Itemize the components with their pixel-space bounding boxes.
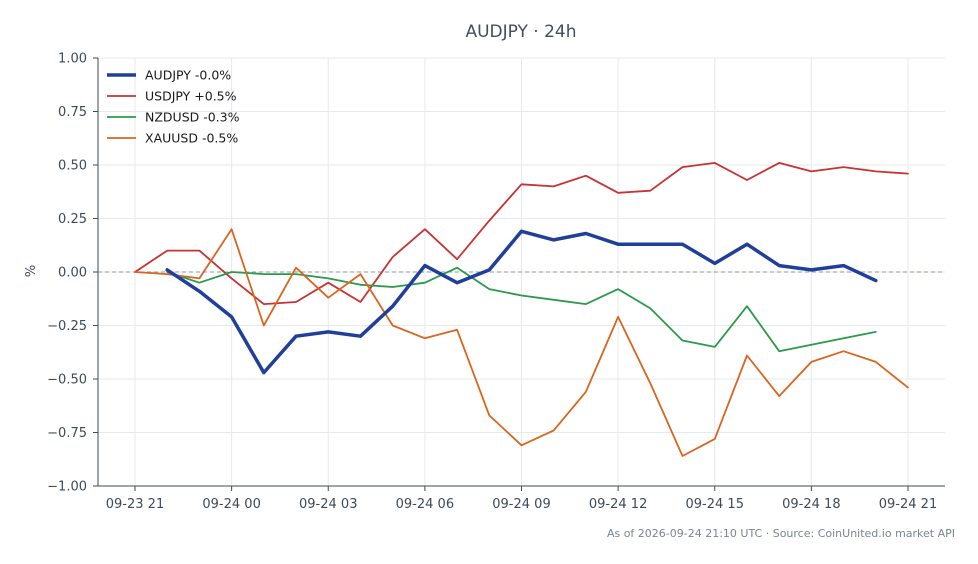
x-tick-label: 09-24 12 [589, 497, 647, 512]
x-tick-label: 09-24 03 [299, 497, 357, 512]
y-tick-label: −1.00 [47, 480, 87, 495]
chart-title: AUDJPY · 24h [465, 22, 576, 42]
legend-label: USDJPY +0.5% [145, 89, 237, 104]
legend: AUDJPY -0.0% USDJPY +0.5% NZDUSD -0.3% XAUU… [107, 68, 240, 146]
series-line-1 [134, 161, 909, 306]
x-tick-label: 09-24 06 [396, 497, 454, 512]
y-tick-label: −0.25 [47, 319, 87, 334]
y-tick-label: 0.25 [58, 212, 87, 227]
x-tick-label: 09-24 21 [879, 497, 937, 512]
y-tick-label: 0.75 [58, 105, 87, 120]
y-tick-label: 0.50 [58, 159, 87, 174]
series-line-0 [165, 229, 878, 375]
legend-label: AUDJPY -0.0% [145, 68, 231, 83]
source-footer: As of 2026-09-24 21:10 UTC · Source: Coi… [607, 527, 955, 540]
series-line-2 [166, 266, 877, 353]
y-tick-label: 1.00 [58, 52, 87, 67]
y-tick-label: −0.75 [47, 426, 87, 441]
series-line-3 [134, 228, 909, 457]
series-lines [134, 161, 909, 457]
legend-label: NZDUSD -0.3% [145, 110, 240, 125]
legend-label: XAUUSD -0.5% [145, 131, 238, 146]
y-tick-label: −0.50 [47, 373, 87, 388]
y-axis-label: % [24, 265, 39, 277]
x-tick-label: 09-24 18 [782, 497, 840, 512]
axes: 1.00 0.75 0.50 0.25 0.00 −0.25 −0.50 −0.75 −1.00… [47, 52, 945, 512]
y-tick-label: 0.00 [58, 266, 87, 281]
x-tick-label: 09-24 00 [202, 497, 260, 512]
x-tick-label: 09-24 09 [492, 497, 550, 512]
x-tick-label: 09-24 15 [686, 497, 744, 512]
x-tick-label: 09-23 21 [106, 497, 164, 512]
